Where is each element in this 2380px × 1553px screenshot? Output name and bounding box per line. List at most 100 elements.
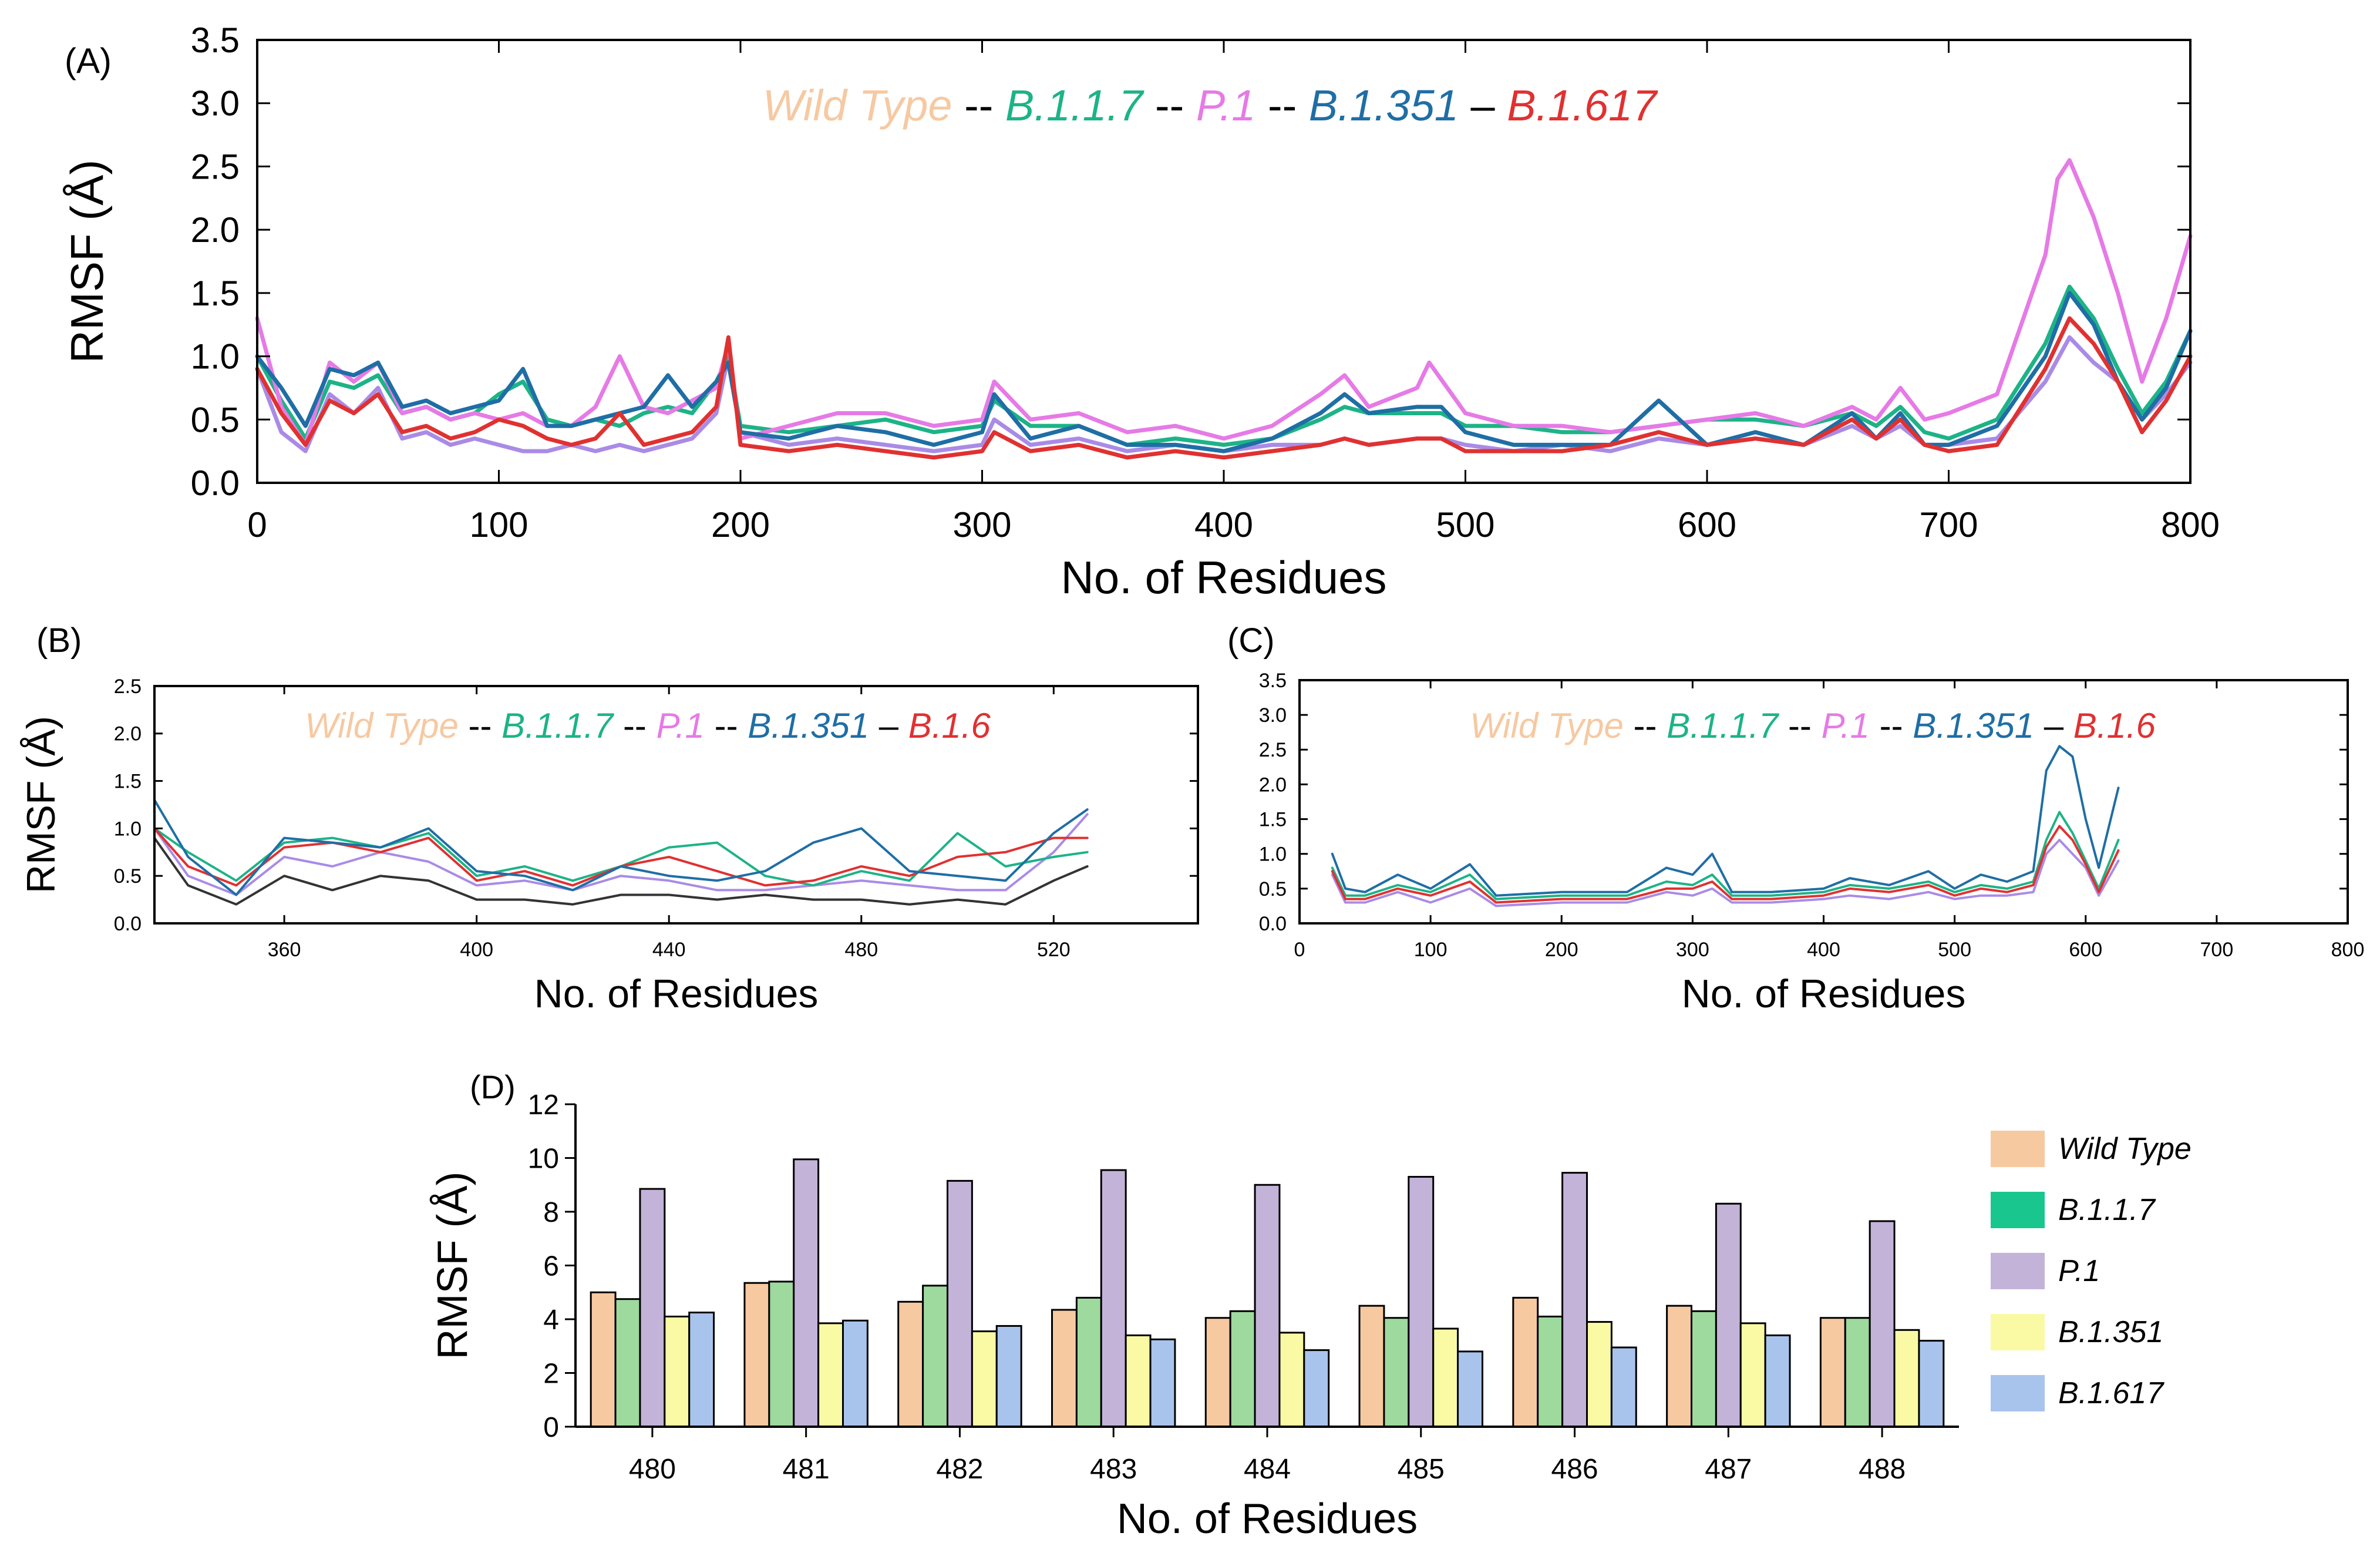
panel-c-legend-entry-0: Wild Type [1470,706,1624,745]
panel-c-line-chart: 0 100 200 300 400 500 600 700 800 0.0 0.5 1.0 1.5 2.0… [1227,621,2364,1016]
panel-d-bar-487-1 [1691,1310,1717,1428]
panel-d-bar-485-3 [1432,1327,1459,1428]
panel-b-line-chart: 360 400 440 480 520 0.0 0.5 1.0 1.5 2.0 2.5 No. of … [19,621,1199,1016]
panel-d-bar-483-3 [1125,1334,1152,1428]
panel-d-legend-label-3: B.1.351 [2058,1315,2163,1349]
panel-b-legend-entry-5: -- [705,706,748,745]
panel-d-bar-484-1 [1229,1310,1256,1428]
panel-a-x-tick-label: 700 [1919,505,1978,544]
panel-d-y-tick-label: 12 [528,1090,559,1121]
panel-d-x-tick-label: 483 [1090,1454,1137,1485]
panel-a-y-tick-label: 1.5 [191,274,240,313]
panel-d-bar-488-4 [1918,1340,1945,1428]
panel-b-series-line-1 [153,813,1089,896]
panel-d-legend-label-0: Wild Type [2058,1132,2192,1166]
panel-a-x-tick-label: 500 [1436,505,1494,544]
panel-d-bar-486-2 [1561,1172,1588,1428]
panel-b-y-tick-label: 1.0 [114,818,142,840]
panel-a-y-tick-label: 0.5 [191,400,240,439]
panel-c-y-tick-label: 0.0 [1259,913,1287,935]
panel-d-bar-481-1 [768,1280,795,1428]
panel-d-y-tick-label: 10 [528,1143,559,1174]
panel-d-bar-488-0 [1819,1317,1846,1428]
panel-a-y-tick-label: 2.0 [191,210,240,250]
panel-d-x-tick-label: 480 [629,1454,676,1485]
panel-d-legend-swatch-2 [1991,1253,2045,1289]
panel-d-bar-485-0 [1358,1305,1385,1428]
panel-d-bar-481-0 [743,1282,770,1428]
panel-a-y-tick-label: 0.0 [191,463,240,503]
panel-b-y-tick-label: 1.5 [114,771,142,793]
panel-a-series-line-4 [255,316,2193,460]
panel-c-series-line-2 [1331,825,2120,904]
panel-a-y-axis-title: RMSF (Å) [61,160,113,364]
panel-b-series-line-0 [153,836,1089,906]
panel-d-bar-chart: 480 481 482 483 484 485 486 487 488 0 2 4 6 8 10 12 No. … [429,1068,2192,1542]
panel-c-y-tick-label: 2.0 [1259,774,1287,796]
panel-c-series-line-1 [1331,811,2120,900]
panel-c-x-axis-title: No. of Residues [1682,972,1966,1016]
panel-b-legend-entry-8: B.1.6 [908,706,991,745]
panel-c-legend-entry-4: P.1 [1822,706,1870,745]
panel-d-panel-label: (D) [470,1068,516,1105]
panel-d-y-tick-label: 2 [543,1358,559,1389]
panel-a-legend: Wild Type -- B.1.1.7 -- P.1 -- B.1.351 –… [763,81,1658,130]
panel-d-bar-486-1 [1537,1315,1564,1428]
panel-d-bar-483-1 [1075,1296,1102,1428]
panel-d-y-tick-label: 8 [543,1197,559,1228]
panel-b-y-tick-label: 0.0 [114,913,142,935]
panel-d-bar-482-2 [947,1179,973,1428]
panel-d-legend-label-1: B.1.1.7 [2058,1193,2156,1227]
panel-d-x-tick-label: 481 [783,1454,830,1485]
panel-d-bar-486-3 [1585,1321,1613,1428]
panel-b-x-tick-label: 520 [1037,939,1071,961]
panel-a-y-tick-label: 2.5 [191,147,240,186]
panel-d-bar-484-4 [1303,1349,1330,1428]
panel-a-x-tick-label: 800 [2161,505,2220,544]
panel-d-x-axis-title: No. of Residues [1117,1495,1418,1542]
panel-d-bar-480-0 [590,1291,617,1428]
panel-c-x-tick-label: 200 [1545,939,1578,961]
panel-d-bar-485-1 [1383,1317,1410,1428]
panel-d-y-tick-label: 6 [543,1251,559,1282]
panel-d-bar-480-2 [639,1188,666,1428]
panel-b-y-tick-label: 0.5 [114,865,142,888]
panel-d-legend-swatch-3 [1991,1314,2045,1350]
panel-d-legend-swatch-1 [1991,1192,2045,1228]
panel-a-x-tick-label: 200 [711,505,770,544]
panel-d-x-tick-label: 486 [1551,1454,1598,1485]
panel-b-legend-entry-3: -- [613,706,656,745]
panel-b-x-tick-label: 360 [268,939,301,961]
panel-d-bar-486-0 [1512,1296,1539,1428]
panel-d-bar-483-2 [1100,1169,1127,1428]
panel-d-bar-482-0 [897,1300,924,1428]
panel-d-bar-488-2 [1869,1220,1896,1428]
panel-b-legend-entry-6: B.1.351 [748,706,869,745]
panel-c-x-tick-label: 800 [2331,939,2365,961]
panel-d-bar-484-3 [1278,1332,1305,1428]
panel-c-legend-entry-5: -- [1870,706,1913,745]
panel-b-y-tick-label: 2.5 [114,675,142,698]
panel-d-y-tick-label: 0 [543,1412,559,1443]
panel-d-bar-487-4 [1764,1334,1791,1428]
panel-d-bar-485-4 [1457,1350,1483,1428]
panel-d-bar-485-2 [1408,1176,1435,1428]
panel-d-y-tick-label: 4 [543,1305,559,1336]
panel-d-bar-487-3 [1739,1322,1766,1428]
panel-d-bar-481-4 [841,1319,868,1428]
panel-c-series-line-3 [1331,745,2120,897]
panel-b-y-tick-label: 2.0 [114,723,142,745]
panel-c-legend-entry-3: -- [1778,706,1821,745]
panel-b-legend-entry-1: -- [459,706,501,745]
panel-a-series-line-3 [255,291,2193,453]
panel-d-legend-label-2: P.1 [2058,1254,2100,1288]
panel-a-x-tick-label: 100 [469,505,528,544]
panel-c-legend-entry-6: B.1.351 [1913,706,2034,745]
panel-c-y-tick-label: 3.0 [1259,704,1287,727]
panel-b-x-tick-label: 440 [652,939,686,961]
panel-a-legend-entry-2: B.1.1.7 [1005,81,1144,130]
panel-b-panel-label: (B) [36,621,82,660]
panel-c-y-tick-label: 1.0 [1259,843,1287,866]
panel-b-legend-entry-2: B.1.1.7 [501,706,615,745]
panel-c-x-tick-label: 600 [2069,939,2102,961]
